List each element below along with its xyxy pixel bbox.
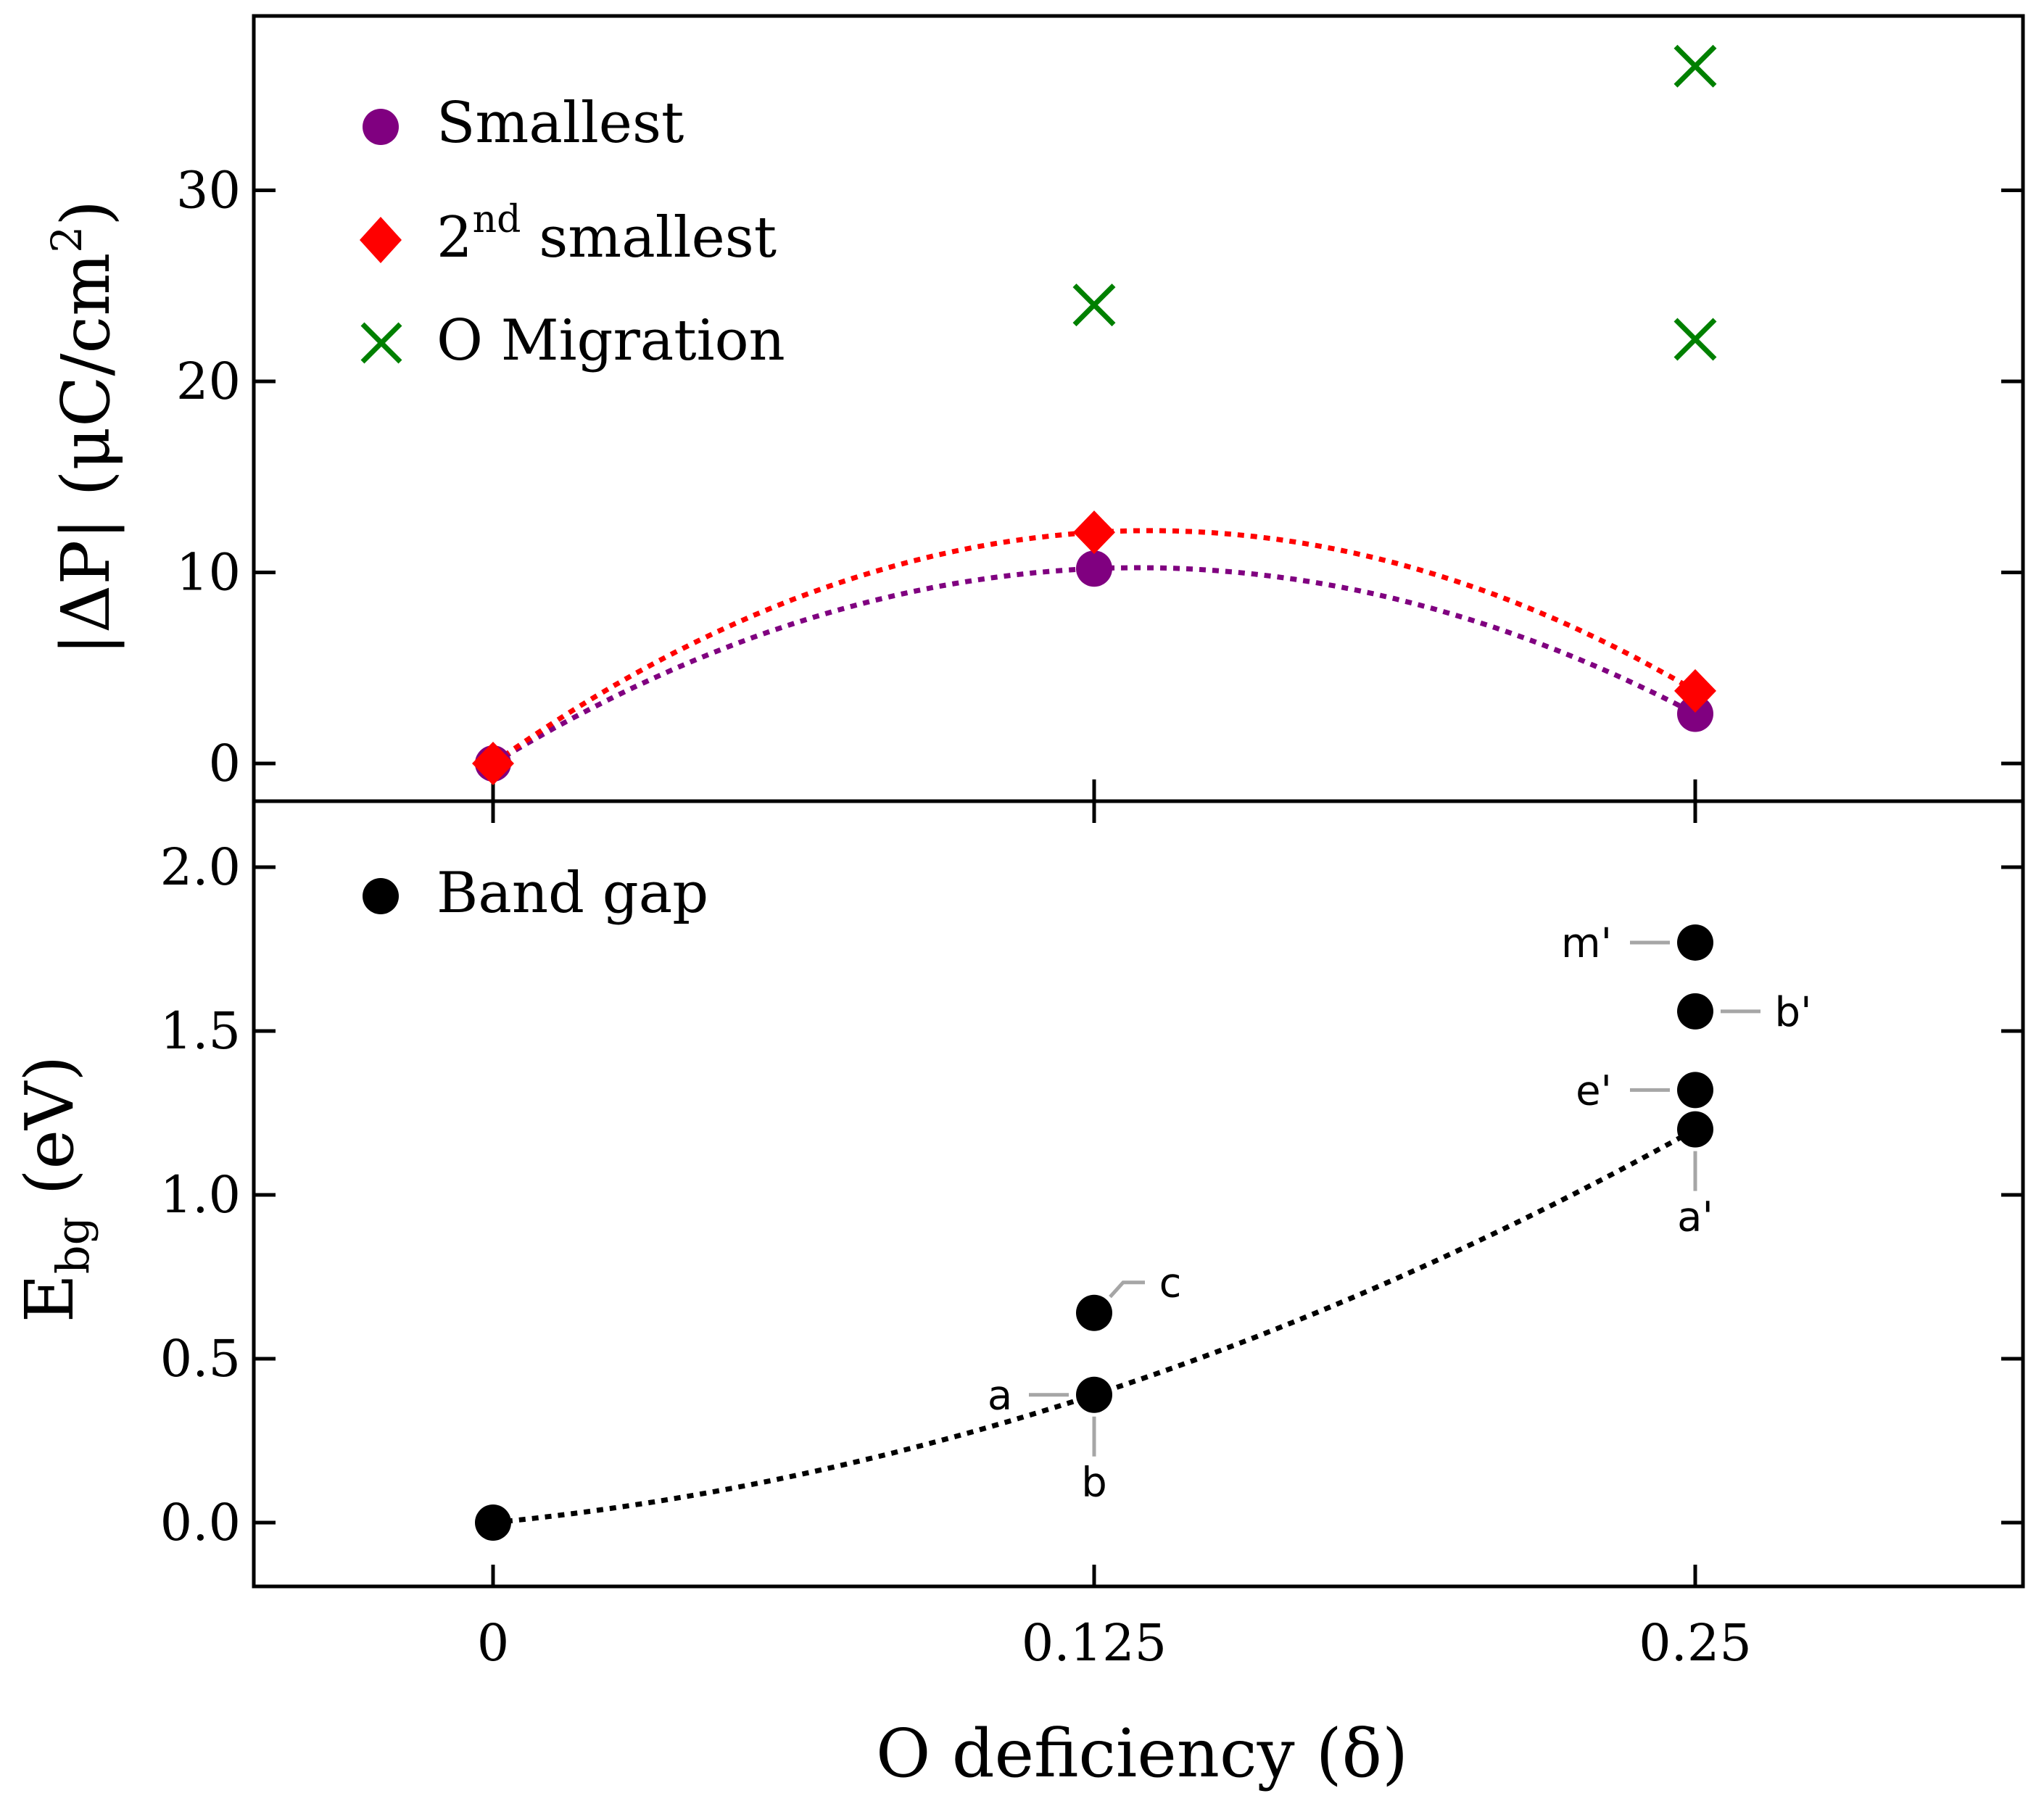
point-smallest xyxy=(1677,695,1713,732)
annotation-label: m' xyxy=(1561,920,1612,967)
annotation-label: a xyxy=(988,1373,1012,1420)
annotation-label: b' xyxy=(1775,989,1812,1036)
annotation-label: e' xyxy=(1576,1067,1612,1114)
bottom-axis-ticks: 0.0 0.5 1.0 1.5 2.0 0 0.125 0.25 xyxy=(160,801,2023,1673)
legend-smallest-label: Smallest xyxy=(436,91,684,156)
annotation-label: b xyxy=(1081,1460,1107,1507)
point-band-gap xyxy=(1677,1111,1713,1148)
bottom-y-axis-title: Ebg (eV) xyxy=(11,1056,99,1322)
x-axis-title: O deficiency (δ) xyxy=(876,1715,1408,1792)
legend-band-gap-label: Band gap xyxy=(436,861,708,926)
top-panel: 0 10 20 30 Smallest 2nd smallest O Migratio… xyxy=(42,14,2025,803)
legend-2nd-smallest-label: 2nd smallest xyxy=(436,198,777,270)
top-ytick-label: 0 xyxy=(208,734,241,793)
bottom-legend: Band gap xyxy=(363,861,708,926)
legend-o-migration-label: O Migration xyxy=(436,308,785,373)
fit-line-2nd-smallest xyxy=(491,528,1697,766)
legend-smallest-marker xyxy=(363,109,399,145)
point-band-gap xyxy=(1677,1072,1713,1109)
bottom-panel: 0.0 0.5 1.0 1.5 2.0 0 0.125 0.25 a b c a' e' b' m' Ba… xyxy=(11,799,2025,1792)
fit-line-smallest xyxy=(492,565,1697,766)
top-legend: Smallest 2nd smallest O Migration xyxy=(360,91,785,373)
top-axis-ticks: 0 10 20 30 xyxy=(176,161,2023,801)
x-tick-label: 0 xyxy=(477,1613,510,1673)
top-data-markers xyxy=(472,44,1717,785)
point-band-gap xyxy=(1076,1294,1112,1331)
point-o-migration xyxy=(1673,318,1717,361)
point-o-migration xyxy=(1673,44,1717,88)
point-band-gap xyxy=(1677,924,1713,961)
annotation-label: a' xyxy=(1677,1194,1713,1241)
point-band-gap xyxy=(475,1504,511,1541)
top-y-axis-title: |ΔP| (μC/cm2) xyxy=(42,200,125,655)
bottom-data-markers xyxy=(475,924,1713,1541)
point-2nd-smallest xyxy=(1073,510,1115,555)
point-annotations: a b c a' e' b' m' xyxy=(988,920,1812,1507)
bottom-ytick-label: 1.5 xyxy=(160,1001,241,1061)
point-band-gap xyxy=(1076,1376,1112,1413)
x-tick-label: 0.25 xyxy=(1639,1613,1752,1673)
top-ytick-label: 10 xyxy=(176,543,241,603)
point-smallest xyxy=(1076,550,1112,587)
top-ytick-label: 30 xyxy=(176,161,241,220)
legend-o-migration-marker xyxy=(360,322,402,364)
x-tick-label: 0.125 xyxy=(1022,1613,1167,1673)
point-o-migration xyxy=(1072,283,1116,327)
bottom-ytick-label: 0.5 xyxy=(160,1329,241,1388)
top-ytick-label: 20 xyxy=(176,352,241,411)
top-fit-lines xyxy=(491,528,1697,766)
point-band-gap xyxy=(1677,993,1713,1030)
bottom-ytick-label: 1.0 xyxy=(160,1165,241,1225)
bottom-ytick-label: 0.0 xyxy=(160,1493,241,1552)
point-2nd-smallest xyxy=(1674,668,1716,713)
point-2nd-smallest xyxy=(472,742,514,785)
bottom-ytick-label: 2.0 xyxy=(160,837,241,897)
annotation-leader xyxy=(1109,1280,1145,1299)
legend-band-gap-marker xyxy=(363,878,399,914)
annotation-label: c xyxy=(1159,1260,1182,1307)
legend-2nd-smallest-marker xyxy=(360,217,402,263)
